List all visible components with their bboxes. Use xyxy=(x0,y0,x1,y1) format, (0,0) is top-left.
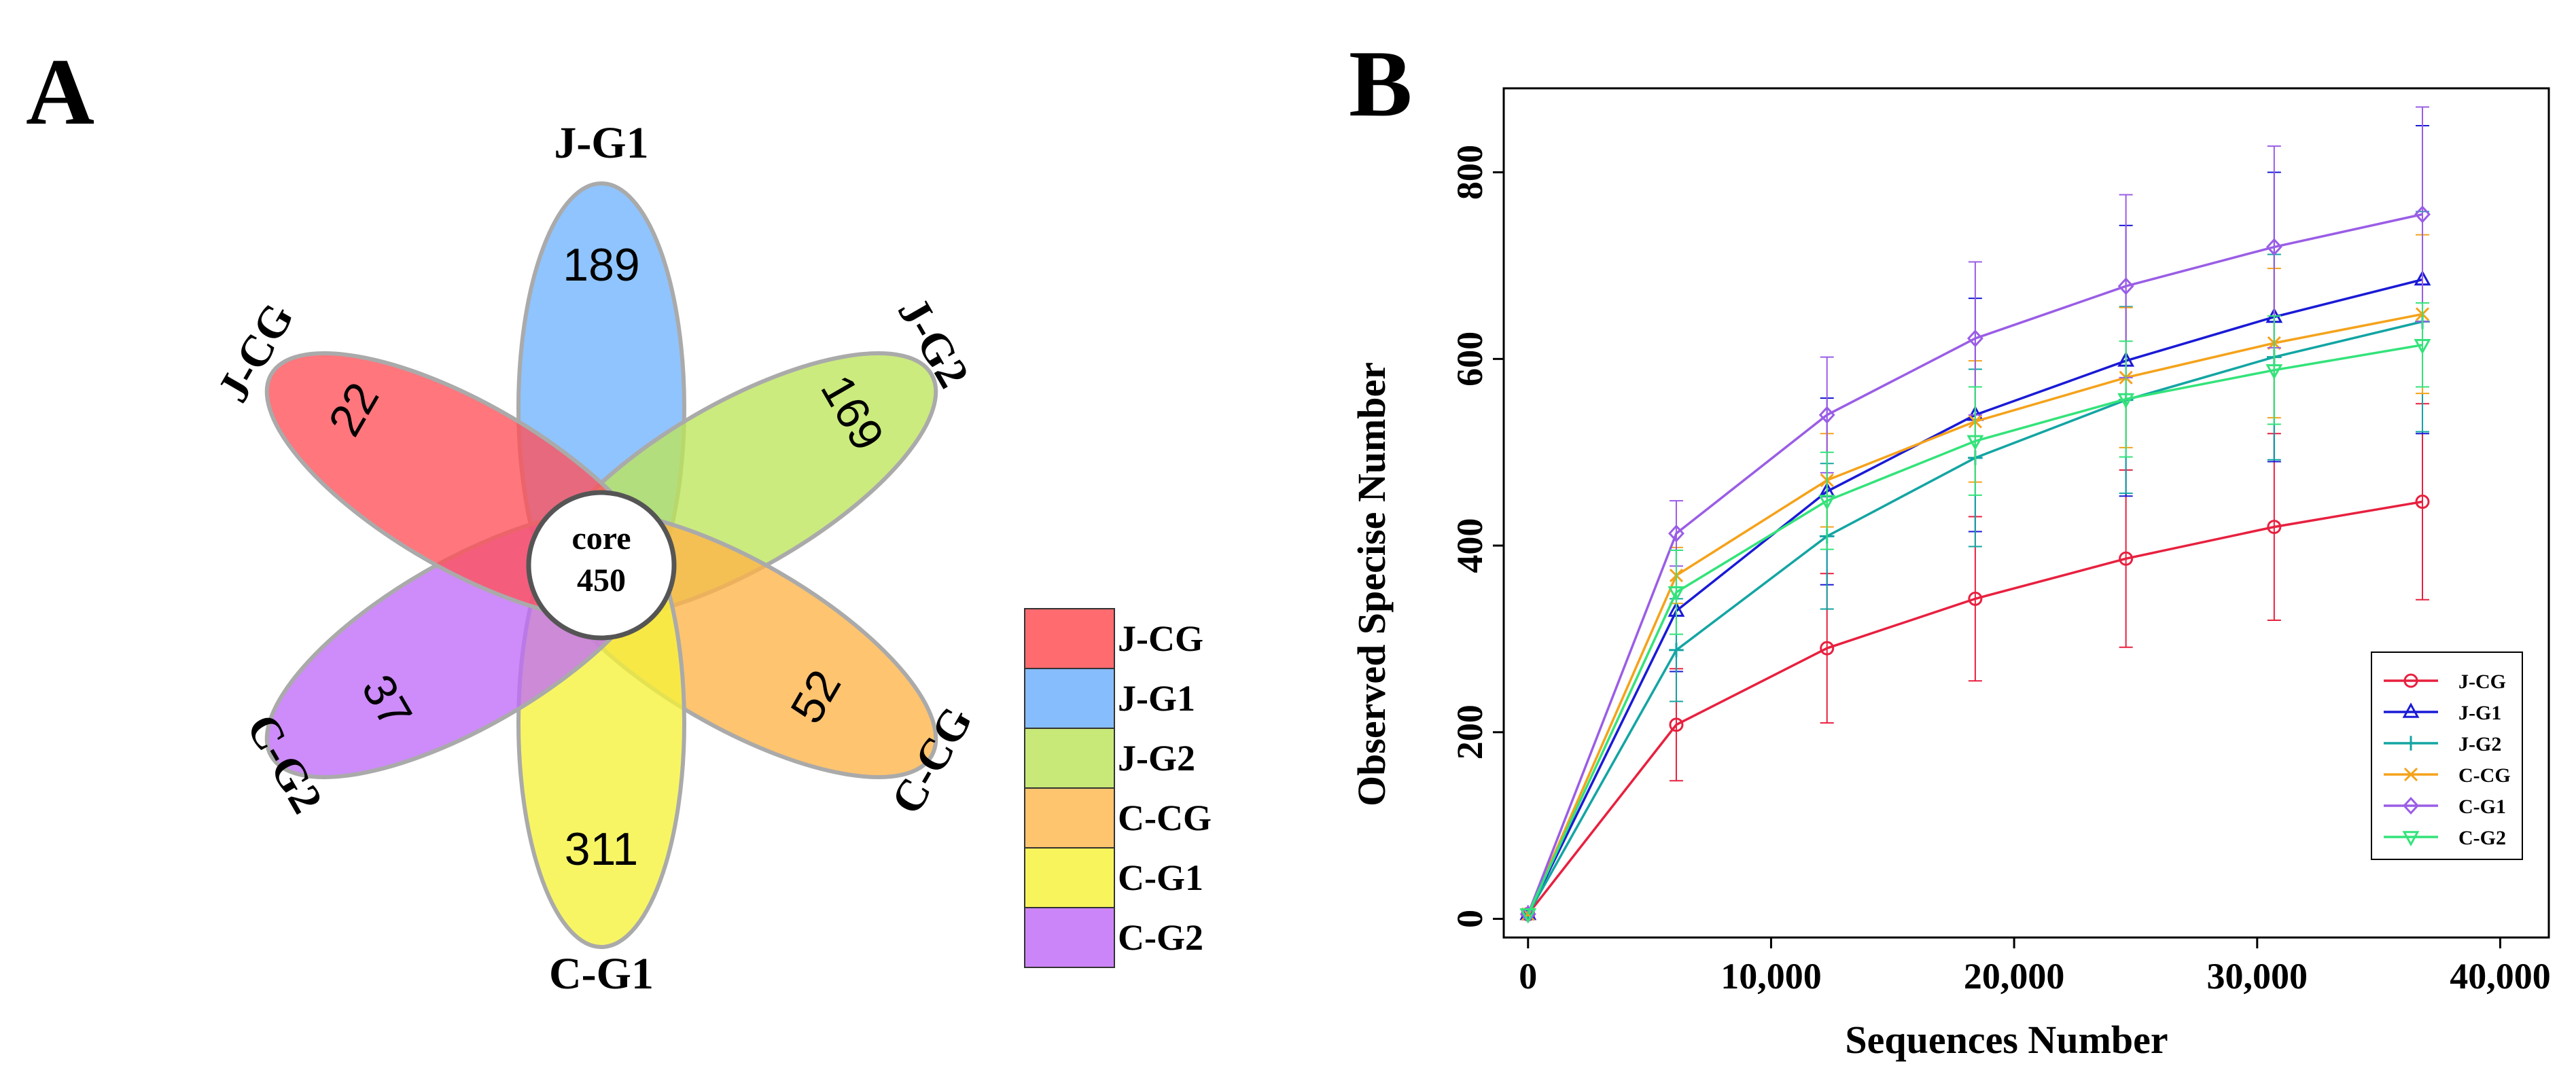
legend-b-label-c-cg: C-CG xyxy=(2458,764,2511,787)
data-point-c-g1 xyxy=(2117,277,2134,296)
legend-b-label-c-g1: C-G1 xyxy=(2458,796,2506,818)
legend-b-label-c-g2: C-G2 xyxy=(2458,827,2506,849)
core-label: core xyxy=(571,520,631,556)
data-point-c-g1 xyxy=(2414,205,2431,224)
data-point-j-cg xyxy=(1820,641,1835,656)
core-count: 450 xyxy=(577,563,626,599)
petal-name-c-g1: C-G1 xyxy=(549,949,654,999)
legend-b-marker-c-g2 xyxy=(2402,831,2420,846)
legend-b: J-CG J-G1 J-G2 C-CG C-G1 C-G2 xyxy=(2371,651,2523,860)
petal-count-j-g1: 189 xyxy=(563,239,639,291)
data-point-j-g2 xyxy=(1669,643,1684,658)
axes: 0 10,000 20,000 30,000 40,000 0 200 400 600 800 xyxy=(1449,145,2551,997)
core-circle-shape xyxy=(526,490,677,641)
y-tick-label: 200 xyxy=(1449,704,1490,760)
data-point-c-g1 xyxy=(1668,524,1684,543)
data-point-c-g2 xyxy=(1818,495,1836,511)
data-point-c-g2 xyxy=(2117,393,2135,409)
legend-a-label-c-g1: C-G1 xyxy=(1118,857,1203,898)
legend-a-swatch-j-g2 xyxy=(1024,728,1115,789)
series-group xyxy=(1519,106,2431,924)
legend-a-label-c-cg: C-CG xyxy=(1118,798,1212,838)
legend-a-label-j-cg: J-CG xyxy=(1118,618,1203,659)
panel-a-label: A xyxy=(26,39,94,145)
data-point-c-g2 xyxy=(2414,339,2431,355)
series-line-j-cg xyxy=(1527,500,2423,915)
panel-b-label: B xyxy=(1349,31,1412,137)
series-j-cg xyxy=(1521,403,2430,922)
core-circle: core 450 xyxy=(526,490,677,641)
data-point-c-g2 xyxy=(2265,364,2283,380)
x-tick-label: 40,000 xyxy=(2450,956,2551,997)
y-tick-label: 800 xyxy=(1449,145,1490,200)
x-tick-label: 20,000 xyxy=(1964,956,2065,997)
legend-a-label-j-g2: J-G2 xyxy=(1118,738,1195,779)
legend-a-swatch-j-g1 xyxy=(1024,668,1115,729)
legend-a-swatch-c-g1 xyxy=(1024,847,1115,908)
data-point-c-g1 xyxy=(1966,329,1983,348)
x-tick-label: 30,000 xyxy=(2207,956,2308,997)
data-point-j-cg xyxy=(2267,520,2282,535)
data-point-j-cg xyxy=(1968,591,1983,606)
legend-b-label-j-cg: J-CG xyxy=(2458,671,2506,693)
data-point-j-cg xyxy=(1669,717,1684,732)
legend-a-swatch-j-cg xyxy=(1024,608,1115,669)
data-point-c-g1 xyxy=(1818,406,1835,424)
series-line-c-g1 xyxy=(1527,213,2423,915)
legend-a-swatch-c-g2 xyxy=(1024,907,1115,968)
data-point-c-g2 xyxy=(1519,908,1537,924)
legend-b-label-j-g1: J-G1 xyxy=(2458,702,2501,724)
y-tick-label: 600 xyxy=(1449,332,1490,387)
data-point-c-g2 xyxy=(1966,435,1984,451)
x-axis-title: Sequences Number xyxy=(1845,1018,2168,1062)
legend-a-swatch-c-cg xyxy=(1024,787,1115,849)
y-axis-title: Observed Specise Number xyxy=(1349,362,1394,806)
legend-b-marker-c-cg xyxy=(2403,767,2418,782)
data-point-c-g1 xyxy=(2265,238,2282,256)
panel-a: A core 450 J-G1189J-G2169C-CG52C-G1311C-… xyxy=(26,39,1212,999)
data-point-j-cg xyxy=(2119,551,2134,566)
legend-b-label-j-g2: J-G2 xyxy=(2458,733,2501,755)
data-point-c-g2 xyxy=(1668,586,1685,602)
x-tick-label: 10,000 xyxy=(1721,956,1822,997)
petal-name-j-g1: J-G1 xyxy=(554,118,648,168)
legend-b-marker-j-cg xyxy=(2403,673,2418,688)
series-c-g2 xyxy=(1519,302,2431,924)
petal-count-c-g1: 311 xyxy=(565,823,638,875)
legend-b-box xyxy=(2371,651,2523,860)
legend-b-marker-c-g1 xyxy=(2403,796,2419,815)
series-line-c-g2 xyxy=(1527,344,2423,915)
legend-a: J-CG J-G1 J-G2 C-CG C-G1 C-G2 xyxy=(1024,608,1212,968)
x-tick-label: 0 xyxy=(1519,956,1537,997)
legend-b-marker-j-g2 xyxy=(2403,736,2418,751)
y-tick-label: 400 xyxy=(1449,518,1490,573)
legend-b-marker-j-g1 xyxy=(2402,702,2420,718)
legend-a-label-c-g2: C-G2 xyxy=(1118,917,1203,958)
panel-b: B 0 10,000 20,000 30,000 40,000 0 200 400 600 800… xyxy=(1349,31,2551,1062)
data-point-j-cg xyxy=(2415,495,2430,510)
y-tick-label: 0 xyxy=(1449,910,1490,928)
legend-a-label-j-g1: J-G1 xyxy=(1118,678,1195,719)
